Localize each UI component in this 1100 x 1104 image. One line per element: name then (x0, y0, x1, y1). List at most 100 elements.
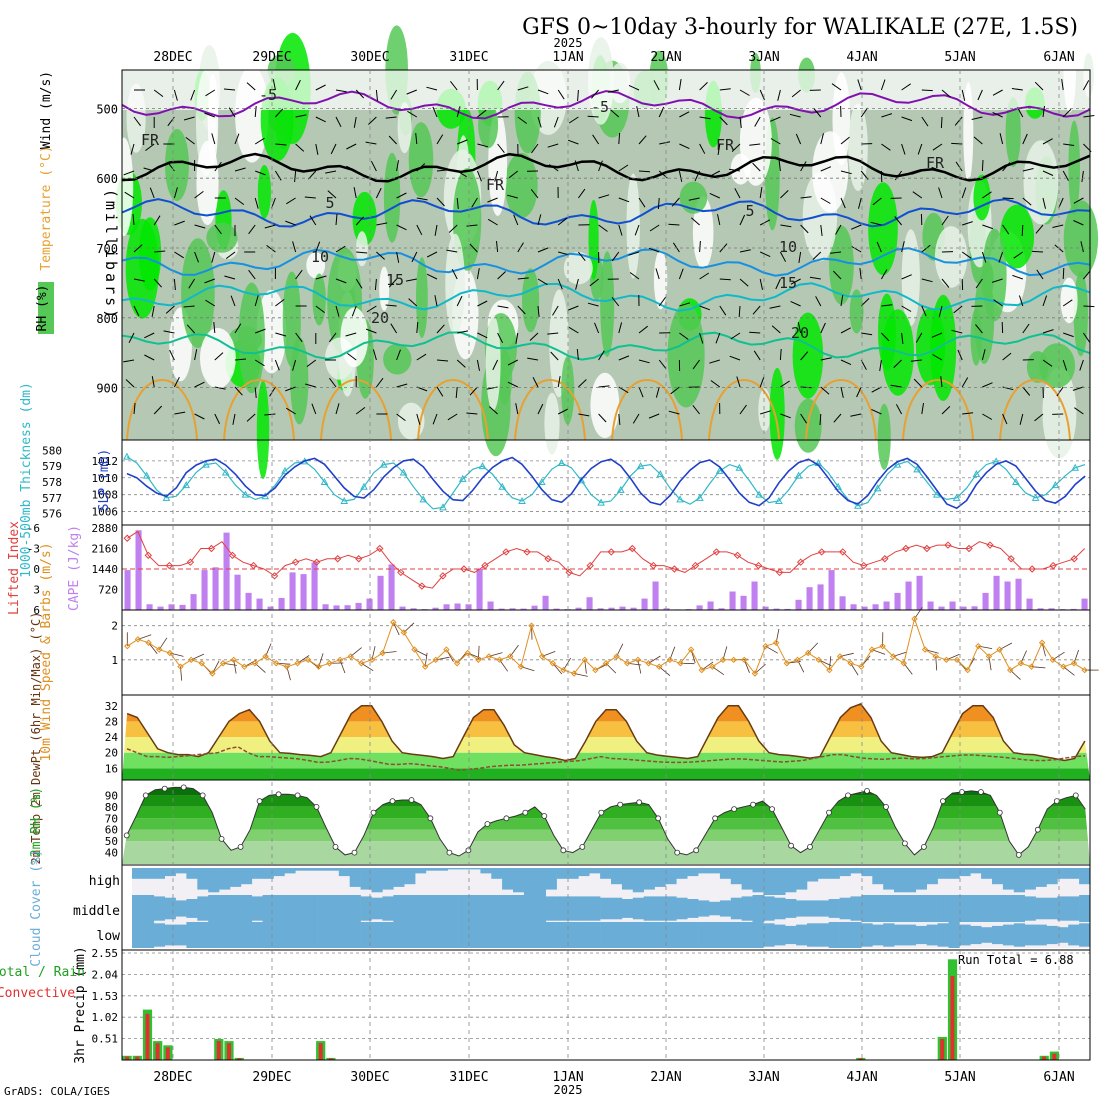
date-label-bottom: 30DEC (350, 1070, 389, 1085)
rh-blob (257, 381, 269, 479)
cloud-bar-high (1068, 868, 1079, 879)
rh-point (314, 804, 319, 809)
precip-tick: 2.04 (92, 968, 119, 981)
cloud-bar-low (622, 922, 633, 948)
cloud-bar-high (252, 868, 263, 879)
cloud-bar-middle (1025, 896, 1036, 920)
li-point (124, 535, 130, 541)
cloud-bar-middle (470, 895, 481, 922)
rh-blob (1061, 278, 1078, 324)
cloud-bar-high (274, 868, 285, 876)
cloud-bar-middle (600, 898, 611, 920)
cloud-bar-middle (197, 896, 208, 920)
cape-bar (796, 600, 802, 610)
date-label-top: 31DEC (449, 50, 488, 65)
isotherm-label: 5 (745, 202, 754, 220)
cape-bar (807, 587, 813, 610)
cloud-bar-low (785, 926, 796, 944)
cloud-bar-middle (1014, 895, 1025, 922)
cloud-bar-low (578, 922, 589, 948)
cloud-bar-high (633, 868, 644, 892)
rh-point (371, 810, 376, 815)
cloud-bar-low (1068, 925, 1079, 946)
rh-point (637, 800, 642, 805)
cloud-bar-middle (916, 895, 927, 922)
cloud-bar-low (546, 922, 557, 948)
cloud-bar-high (676, 868, 687, 879)
precip-total-legend: Total / Rain (0, 965, 85, 980)
cloud-bar-low (208, 922, 219, 948)
cape-bar (961, 607, 967, 610)
cloud-bar-middle (230, 895, 241, 922)
cloud-bar-middle (241, 895, 252, 922)
wind-barb (982, 160, 983, 171)
cape-bar (268, 607, 274, 610)
cloud-bar-low (763, 923, 774, 946)
temp-legend-label: Temperature (°C) (39, 145, 54, 270)
cloud-bar-low (600, 922, 611, 948)
wind-tick: 2 (111, 620, 118, 633)
cloud-bar-low (731, 922, 742, 948)
wind-barb (1083, 306, 1094, 307)
rh-band (122, 784, 1090, 795)
cloud-bar-middle (720, 900, 731, 916)
cloud-bar-middle (165, 898, 176, 920)
cloud-bar-low (491, 922, 502, 948)
cloud-bar-high (949, 868, 960, 879)
rh-point (162, 786, 167, 791)
cloud-bar-middle (295, 895, 306, 922)
cloud-bar-middle (894, 895, 905, 922)
precip-tick: 1.53 (92, 990, 119, 1003)
cloud-bar-middle (698, 900, 709, 916)
cloud-bar-middle (524, 895, 535, 922)
cloud-bar-low (568, 922, 579, 948)
cape-bar (466, 604, 472, 610)
cloud-bar-low (252, 922, 263, 948)
cloud-bar-low (502, 922, 513, 948)
cape-bar (543, 596, 549, 610)
cloud-bar-low (186, 922, 197, 948)
rh-point (1016, 852, 1021, 857)
cloud-bar-middle (568, 896, 579, 920)
rh-point (352, 850, 357, 855)
cloud-bar-middle (459, 895, 470, 922)
cloud-bar-middle (1057, 896, 1068, 920)
cloud-bar-middle (949, 895, 960, 922)
cape-bar (312, 563, 318, 611)
cloud-bar-middle (959, 895, 970, 922)
rh-point (124, 833, 129, 838)
cloud-bar-low (448, 922, 459, 948)
precip-conv-bar (227, 1043, 231, 1060)
cloud-bar-low (437, 922, 448, 948)
cloud-bar-low (393, 922, 404, 948)
cloud-bar-middle (763, 896, 774, 920)
rh-blob (200, 328, 236, 388)
li-axis-label: Lifted Index (7, 521, 22, 615)
cloud-bar-middle (480, 895, 491, 922)
rh-point (732, 807, 737, 812)
cloud-bar-low (306, 922, 317, 948)
rh-point (902, 841, 907, 846)
cloud-bar-high (905, 868, 916, 892)
cape-bar (851, 604, 857, 610)
temp-tick: 28 (105, 715, 118, 728)
cloud-bar-high (1014, 868, 1025, 892)
cloud-bar-high (992, 868, 1003, 884)
cape-bar (169, 604, 175, 610)
li-line (127, 531, 1084, 588)
rh-point (466, 848, 471, 853)
cloud-bar-middle (176, 900, 187, 916)
cloud-bar-middle (1003, 895, 1014, 922)
cloud-bar-middle (883, 895, 894, 922)
rh-point (808, 844, 813, 849)
cape-bar (829, 570, 835, 610)
cloud-bar-middle (513, 895, 524, 922)
rh-point (428, 816, 433, 821)
cape-bar (488, 602, 494, 611)
rh-blob (973, 175, 990, 221)
cloud-bar-middle (557, 896, 568, 920)
cloud-bar-low (807, 923, 818, 946)
cloud-bar-high (208, 868, 219, 892)
cloud-bar-low (339, 922, 350, 948)
